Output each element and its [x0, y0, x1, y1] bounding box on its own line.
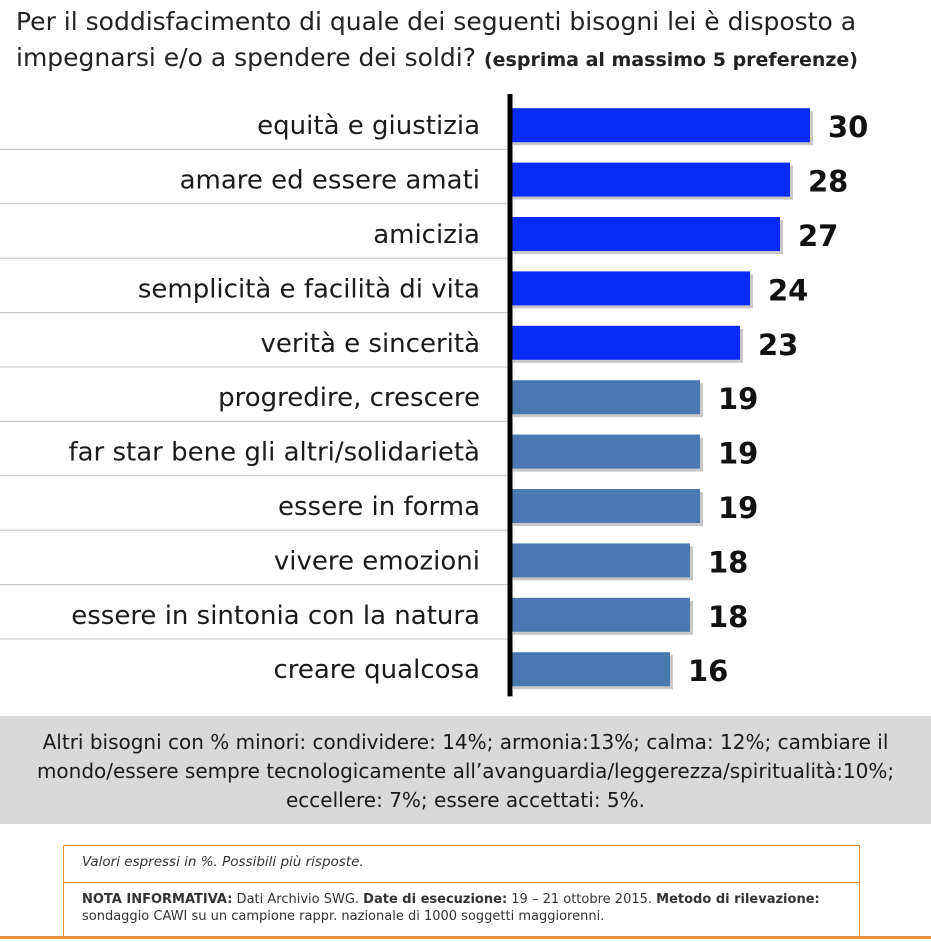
- value-label: 28: [808, 165, 848, 199]
- bar: [510, 271, 750, 306]
- bottom-divider: [0, 936, 931, 939]
- value-label: 19: [718, 437, 758, 471]
- bar: [510, 489, 700, 523]
- value-label: 27: [798, 219, 838, 253]
- footer-separator: [64, 882, 859, 883]
- category-label: vivere emozioni: [274, 546, 480, 576]
- title-main: Per il soddisfacimento di quale dei segu…: [16, 7, 857, 72]
- bar: [510, 217, 780, 251]
- footer-info: NOTA INFORMATIVA: Dati Archivio SWG. Dat…: [64, 883, 859, 925]
- bar-chart: equità e giustizia 30 amare ed essere amat…: [0, 94, 868, 697]
- date-text: 19 – 21 ottobre 2015.: [507, 892, 657, 907]
- bar: [510, 434, 700, 469]
- value-label: 30: [828, 110, 868, 144]
- category-label: essere in sintonia con la natura: [71, 601, 480, 631]
- footer-values-note: Valori espressi in %. Possibili più risp…: [82, 854, 364, 870]
- category-label: verità e sincerità: [260, 329, 480, 359]
- title-subtitle: (esprima al massimo 5 preferenze): [483, 49, 858, 71]
- nota-text: Dati Archivio SWG.: [232, 892, 364, 907]
- bar: [510, 108, 810, 143]
- category-label: progredire, crescere: [218, 383, 480, 413]
- metodo-label: Metodo di rilevazione:: [656, 892, 820, 907]
- value-label: 19: [718, 491, 758, 525]
- category-label: essere in forma: [278, 492, 480, 522]
- bar: [510, 652, 670, 687]
- bar: [510, 380, 700, 415]
- bar: [510, 543, 690, 578]
- category-label: far star bene gli altri/solidarietà: [68, 438, 480, 468]
- value-label: 18: [708, 545, 748, 579]
- value-label: 24: [768, 273, 808, 307]
- value-label: 19: [718, 382, 758, 416]
- value-label: 18: [708, 600, 748, 634]
- date-label: Date di esecuzione:: [363, 892, 508, 907]
- bar: [510, 597, 690, 632]
- value-label: 16: [688, 654, 728, 688]
- nota-label: NOTA INFORMATIVA:: [82, 892, 233, 907]
- other-needs-note: Altri bisogni con % minori: condividere:…: [0, 716, 931, 824]
- category-label: equità e giustizia: [257, 111, 480, 141]
- bar: [510, 325, 740, 360]
- category-label: semplicità e facilità di vita: [138, 274, 480, 304]
- category-label: amare ed essere amati: [180, 166, 480, 196]
- chart-title: Per il soddisfacimento di quale dei segu…: [16, 4, 921, 78]
- bar: [510, 162, 790, 197]
- category-label: creare qualcosa: [273, 655, 480, 685]
- value-label: 23: [758, 328, 798, 362]
- metodo-text: sondaggio CAWI su un campione rappr. naz…: [82, 909, 605, 924]
- category-label: amicizia: [373, 220, 480, 250]
- footer-box: Valori espressi in %. Possibili più risp…: [63, 845, 860, 939]
